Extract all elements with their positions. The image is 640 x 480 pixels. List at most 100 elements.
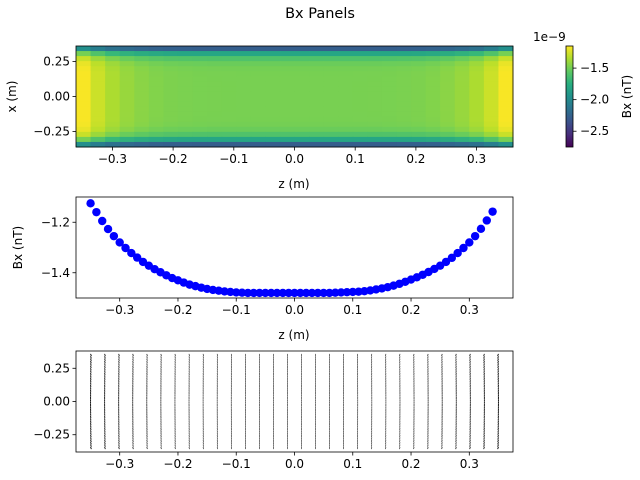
x-tick-label: −0.1 (222, 303, 251, 317)
heatmap-cell (119, 71, 135, 77)
heatmap-cell (265, 121, 281, 128)
heatmap-cell (236, 106, 252, 113)
heatmap-cell (90, 66, 106, 72)
heatmap-cell (352, 101, 368, 108)
scatter-point (255, 288, 264, 298)
heatmap-cell (498, 126, 514, 133)
heatmap-cell (134, 126, 150, 133)
heatmap-cell (396, 56, 412, 62)
heatmap-cell (250, 86, 266, 92)
quiver-arrow (104, 434, 106, 438)
heatmap-cell (411, 141, 427, 148)
heatmap-cell (483, 141, 499, 148)
heatmap-cell (294, 116, 310, 123)
quiver-arrow (118, 353, 120, 357)
heatmap-cell (105, 96, 121, 103)
heatmap-cell (352, 116, 368, 123)
heatmap-cell (163, 66, 179, 72)
heatmap-cell (76, 61, 92, 67)
heatmap-cell (483, 66, 499, 72)
heatmap-cell (411, 76, 427, 82)
heatmap-cell (294, 56, 310, 62)
heatmap-cell (134, 56, 150, 62)
heatmap-cell (440, 71, 456, 77)
quiver-arrows (90, 353, 499, 450)
quiver-arrow (497, 446, 499, 450)
heatmap-cell (352, 106, 368, 113)
heatmap-cell (192, 86, 208, 92)
heatmap-cell (105, 131, 121, 138)
heatmap-cell (469, 51, 485, 57)
heatmap-y-label: x (m) (5, 81, 19, 113)
heatmap-cell (148, 111, 164, 118)
heatmap-cell (411, 111, 427, 118)
heatmap-cell (236, 126, 252, 133)
heatmap-cell (425, 51, 441, 57)
quiver-x-ticks: −0.3 −0.2 −0.1 0.0 0.1 0.2 0.3 (105, 452, 479, 471)
heatmap-cell (483, 46, 499, 52)
heatmap-cell (440, 46, 456, 52)
heatmap-cell (440, 91, 456, 97)
y-tick-label: 0.00 (43, 395, 70, 409)
quiver-arrow (90, 434, 92, 438)
heatmap-cell (207, 96, 223, 103)
heatmap-cell (250, 91, 266, 97)
scatter-point (127, 248, 136, 258)
heatmap-cell (469, 121, 485, 128)
heatmap-cell (279, 76, 295, 82)
scatter-point (278, 288, 288, 298)
heatmap-cell (90, 71, 106, 77)
heatmap-cell (119, 86, 135, 92)
heatmap-cell (454, 46, 470, 52)
scatter-point (476, 224, 486, 234)
scatter-point (98, 216, 107, 226)
heatmap-cell (323, 66, 339, 72)
quiver-arrow (118, 360, 120, 364)
heatmap-cell (440, 86, 456, 92)
heatmap-cell (163, 56, 179, 62)
quiver-arrow (90, 365, 92, 369)
heatmap-cell (309, 101, 325, 108)
heatmap-cell (396, 61, 412, 67)
heatmap-cell (119, 106, 135, 113)
heatmap-cell (192, 106, 208, 113)
heatmap-cell (440, 81, 456, 87)
scatter-x-label: z (m) (278, 328, 309, 342)
heatmap-cell (221, 106, 237, 113)
quiver-arrow (132, 444, 134, 447)
heatmap-cell (294, 51, 310, 57)
quiver-arrow (90, 356, 92, 359)
heatmap-cell (411, 126, 427, 133)
heatmap-cell (265, 106, 281, 113)
heatmap-cell (134, 121, 150, 128)
heatmap-cell (76, 46, 92, 52)
scatter-point (453, 248, 462, 258)
heatmap-cell (236, 131, 252, 138)
heatmap-cell (425, 116, 441, 123)
heatmap-cell (134, 136, 150, 143)
heatmap-cell (119, 111, 135, 118)
heatmap-cell (177, 116, 194, 123)
heatmap-cell (76, 101, 92, 108)
heatmap-cell (498, 86, 514, 92)
heatmap-cell (76, 121, 92, 128)
heatmap-cell (265, 141, 281, 148)
quiver-arrow (90, 353, 92, 357)
heatmap-cell (338, 111, 354, 118)
heatmap-cell (177, 86, 194, 92)
heatmap-cell (454, 141, 470, 148)
heatmap-cell (90, 101, 106, 108)
heatmap-cell (192, 131, 208, 138)
quiver-arrow (455, 356, 457, 359)
heatmap-cell (367, 56, 383, 62)
scatter-point (459, 243, 468, 253)
heatmap-cell (163, 46, 179, 52)
heatmap-cell (250, 116, 266, 123)
heatmap-cell (323, 106, 339, 113)
quiver-arrow (118, 356, 120, 359)
heatmap-cell (236, 116, 252, 123)
x-tick-label: 0.0 (285, 152, 304, 166)
heatmap-cell (411, 86, 427, 92)
heatmap-cell (163, 71, 179, 77)
scatter-point (470, 231, 480, 241)
